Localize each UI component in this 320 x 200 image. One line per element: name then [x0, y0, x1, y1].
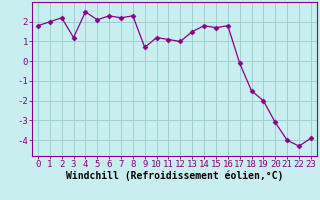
X-axis label: Windchill (Refroidissement éolien,°C): Windchill (Refroidissement éolien,°C)	[66, 171, 283, 181]
